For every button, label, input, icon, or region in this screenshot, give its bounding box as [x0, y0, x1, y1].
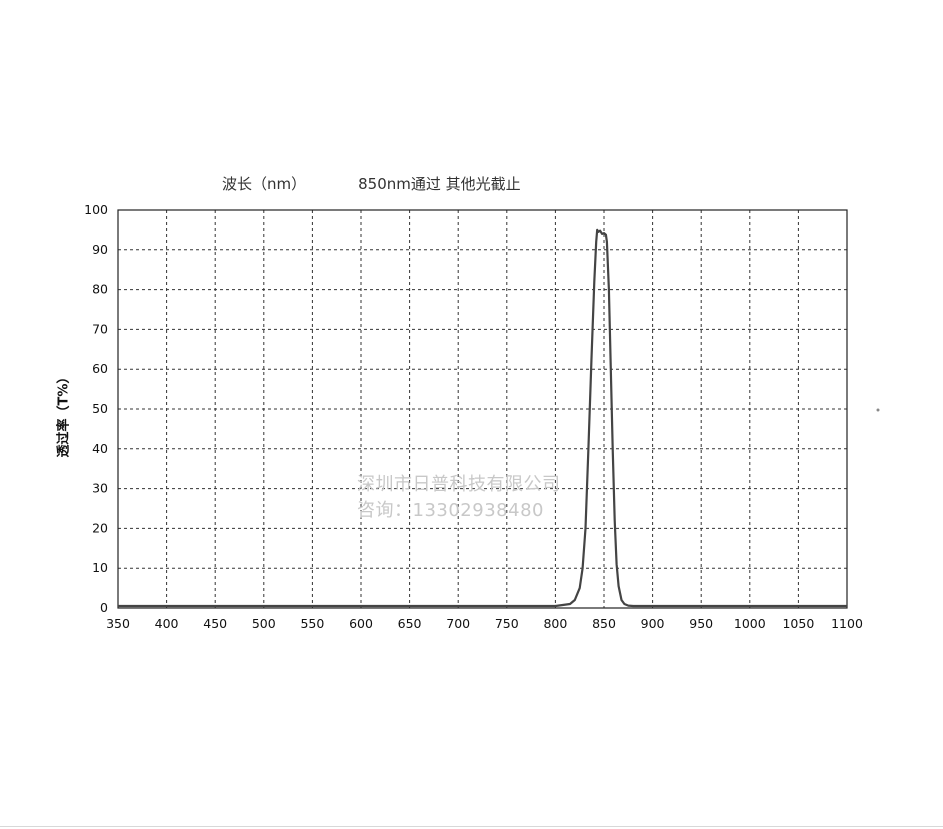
y-tick-label: 90 — [92, 242, 108, 257]
x-tick-label: 750 — [495, 616, 519, 631]
transmittance-curve — [118, 228, 847, 608]
y-tick-label: 60 — [92, 361, 108, 376]
x-tick-label: 1050 — [782, 616, 814, 631]
x-tick-label: 550 — [300, 616, 324, 631]
x-tick-label: 1100 — [831, 616, 863, 631]
x-tick-label: 350 — [106, 616, 130, 631]
y-axis-label: 透过率（T%） — [56, 370, 72, 458]
plot-frame — [117, 209, 848, 609]
x-tick-label: 950 — [689, 616, 713, 631]
y-tick-label: 20 — [92, 520, 108, 535]
x-tick-labels: 350 400 450 500 550 600 650 700 750 800 850 900 950 1… — [106, 616, 863, 631]
x-tick-label: 700 — [446, 616, 470, 631]
watermark-company: 深圳市日普科技有限公司 — [357, 474, 561, 495]
x-tick-label: 900 — [641, 616, 665, 631]
y-tick-label: 30 — [92, 481, 108, 496]
chart-title: 850nm通过 其他光截止 — [358, 175, 521, 193]
y-tick-label: 10 — [92, 560, 108, 575]
x-tick-label: 400 — [155, 616, 179, 631]
page-divider — [0, 826, 943, 827]
x-tick-label: 1000 — [734, 616, 766, 631]
chart-grid — [118, 210, 847, 608]
x-tick-label: 600 — [349, 616, 373, 631]
x-tick-label: 800 — [543, 616, 567, 631]
y-tick-label: 100 — [84, 202, 108, 217]
x-tick-label: 650 — [398, 616, 422, 631]
x-tick-label: 850 — [592, 616, 616, 631]
watermark-contact: 咨询：13302938480 — [357, 500, 544, 521]
edge-mark — [876, 408, 880, 412]
x-tick-label: 500 — [252, 616, 276, 631]
y-tick-label: 80 — [92, 282, 108, 297]
y-tick-label: 40 — [92, 441, 108, 456]
x-axis-label: 波长（nm） — [222, 175, 307, 193]
chart-caption: 波长（nm） 850nm通过 其他光截止 — [222, 173, 521, 194]
y-tick-label: 0 — [100, 600, 108, 615]
x-tick-label: 450 — [203, 616, 227, 631]
y-tick-label: 70 — [92, 321, 108, 336]
y-tick-label: 50 — [92, 401, 108, 416]
y-tick-labels: 0 10 20 30 40 50 60 70 80 90 100 — [84, 202, 108, 615]
